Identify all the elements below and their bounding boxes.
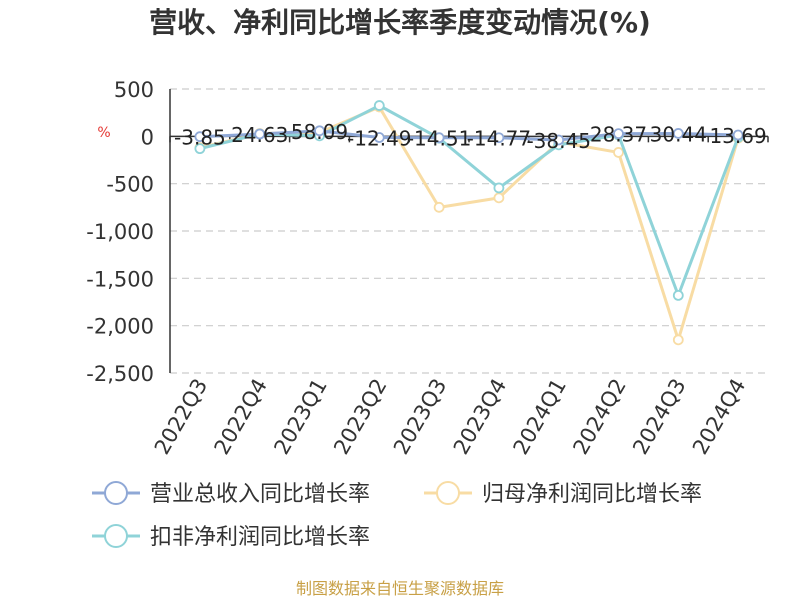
chart-title: 营收、净利同比增长率季度变动情况(%) <box>149 6 651 39</box>
data-label: -38.45 <box>526 129 590 153</box>
x-tick-label: 2024Q3 <box>628 375 690 459</box>
series-line <box>199 104 740 297</box>
x-tick-label: 2024Q1 <box>509 375 571 459</box>
data-label: -14.77 <box>467 127 531 151</box>
data-point <box>672 334 684 346</box>
legend-marker <box>104 481 128 505</box>
data-label: 24.63 <box>231 123 288 147</box>
x-tick-label: 2022Q4 <box>210 375 272 459</box>
y-tick-label: 0 <box>141 125 154 149</box>
source-note: 制图数据来自恒生聚源数据库 <box>296 579 504 598</box>
data-label: 58.09 <box>291 120 348 144</box>
data-point <box>493 132 505 144</box>
x-tick-label: 2023Q3 <box>389 374 451 458</box>
data-point <box>613 147 624 158</box>
x-tick-label: 2024Q2 <box>568 375 630 459</box>
data-point <box>433 132 445 144</box>
data-point <box>493 182 505 194</box>
data-label: 28.37 <box>590 123 647 147</box>
grid-lines <box>170 88 768 374</box>
y-tick-label: -1,500 <box>86 267 154 291</box>
data-point <box>254 128 266 140</box>
legend-label: 扣非净利润同比增长率 <box>150 525 370 550</box>
data-label: 13.69 <box>709 124 766 148</box>
x-tick-label: 2022Q3 <box>150 375 212 459</box>
data-labels: -3.85 24.63 58.09-12.49-14.51-14.77-38.452… <box>174 120 767 153</box>
data-label: -3.85 <box>174 126 226 150</box>
x-tick-label: 2024Q4 <box>688 375 750 459</box>
data-point <box>613 128 624 140</box>
data-label: -14.51 <box>407 127 471 151</box>
data-label: 30.44 <box>650 122 707 146</box>
data-point <box>672 128 684 139</box>
legend-label: 营业总收入同比增长率 <box>150 482 370 507</box>
data-point <box>373 100 385 111</box>
x-tick-label: 2023Q2 <box>329 375 391 459</box>
data-point <box>373 132 385 143</box>
y-tick-label: -1,000 <box>86 220 154 244</box>
x-tick-label: 2023Q1 <box>269 375 331 459</box>
data-point <box>732 129 744 141</box>
data-label: -12.49 <box>347 127 411 151</box>
data-point <box>433 201 445 213</box>
y-tick-label: 500 <box>114 78 154 102</box>
y-tick-label: -500 <box>106 173 154 197</box>
y-axis-unit: % <box>97 125 110 141</box>
legend-marker <box>436 481 460 505</box>
x-tick-label: 2023Q4 <box>449 375 511 459</box>
data-point <box>672 289 684 301</box>
data-point <box>553 134 565 146</box>
legend-marker <box>104 524 128 548</box>
y-tick-label: -2,000 <box>86 315 154 339</box>
y-axis: 500 0 -500 -1,000 -1,500 -2,000 -2,500 <box>86 78 171 386</box>
legend-label: 归母净利润同比增长率 <box>482 482 702 507</box>
y-tick-label: -2,500 <box>86 362 154 386</box>
data-point <box>194 143 206 155</box>
data-point <box>314 125 325 137</box>
series-group <box>194 100 744 346</box>
data-point <box>194 131 206 143</box>
data-point <box>493 192 505 204</box>
series-line <box>199 129 739 142</box>
